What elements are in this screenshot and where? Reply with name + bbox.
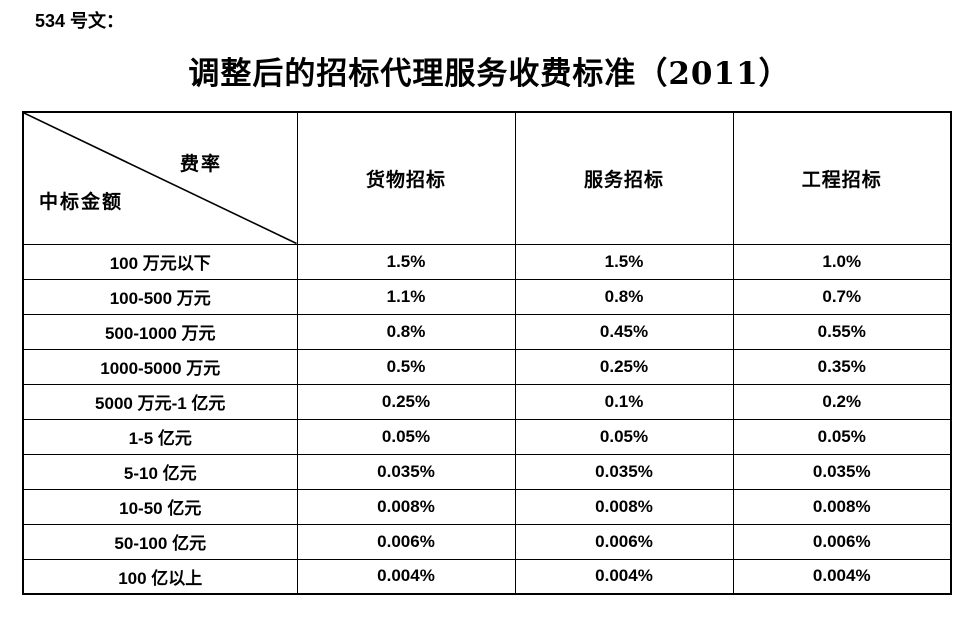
rate-cell: 0.004% [732, 558, 952, 595]
rate-cell: 0.35% [732, 348, 952, 385]
rate-cell: 0.5% [296, 348, 516, 385]
table-row: 100 万元以下 1.5% 1.5% 1.0% [22, 243, 952, 280]
rate-cell: 0.004% [296, 558, 516, 595]
rate-cell: 0.004% [514, 558, 734, 595]
rate-cell: 0.8% [296, 313, 516, 350]
doc-number: 534 号文： [35, 11, 125, 31]
rate-cell: 0.008% [514, 488, 734, 525]
rate-cell: 0.05% [514, 418, 734, 455]
table-row: 10-50 亿元 0.008% 0.008% 0.008% [22, 488, 952, 525]
row-label-amount-range: 1000-5000 万元 [22, 348, 298, 385]
rate-cell: 0.45% [514, 313, 734, 350]
column-header-goods: 货物招标 [296, 111, 516, 245]
row-label-amount-range: 100-500 万元 [22, 278, 298, 315]
rate-cell: 0.05% [732, 418, 952, 455]
row-label-amount-range: 500-1000 万元 [22, 313, 298, 350]
row-label-amount-range: 100 万元以下 [22, 243, 298, 280]
rate-cell: 0.008% [296, 488, 516, 525]
rate-cell: 0.25% [296, 383, 516, 420]
table-row: 1-5 亿元 0.05% 0.05% 0.05% [22, 418, 952, 455]
corner-label-amount: 中标金额 [39, 190, 124, 213]
rate-cell: 0.035% [732, 453, 952, 490]
column-header-engineering: 工程招标 [732, 111, 952, 245]
rate-cell: 1.5% [514, 243, 734, 280]
rate-cell: 0.006% [514, 523, 734, 560]
rate-cell: 0.006% [296, 523, 516, 560]
rate-cell: 0.2% [732, 383, 952, 420]
rate-cell: 0.25% [514, 348, 734, 385]
table-row: 50-100 亿元 0.006% 0.006% 0.006% [22, 523, 952, 560]
rate-cell: 0.035% [296, 453, 516, 490]
corner-cell: 费率 中标金额 [22, 111, 298, 245]
row-label-amount-range: 10-50 亿元 [22, 488, 298, 525]
table-row: 5000 万元-1 亿元 0.25% 0.1% 0.2% [22, 383, 952, 420]
table-row: 5-10 亿元 0.035% 0.035% 0.035% [22, 453, 952, 490]
rate-cell: 1.1% [296, 278, 516, 315]
fee-table-body: 100 万元以下 1.5% 1.5% 1.0% 100-500 万元 1.1% 0.8% 0.… [22, 243, 952, 595]
rate-cell: 0.008% [732, 488, 952, 525]
rate-cell: 0.006% [732, 523, 952, 560]
table-row: 1000-5000 万元 0.5% 0.25% 0.35% [22, 348, 952, 385]
rate-cell: 1.5% [296, 243, 516, 280]
rate-cell: 0.035% [514, 453, 734, 490]
fee-table: 费率 中标金额 货物招标 服务招标 工程招标 100 万元以下 1.5% 1.5% 1… [22, 111, 952, 595]
row-label-amount-range: 1-5 亿元 [22, 418, 298, 455]
row-label-amount-range: 5-10 亿元 [22, 453, 298, 490]
rate-cell: 0.1% [514, 383, 734, 420]
row-label-amount-range: 50-100 亿元 [22, 523, 298, 560]
rate-cell: 0.05% [296, 418, 516, 455]
table-row: 500-1000 万元 0.8% 0.45% 0.55% [22, 313, 952, 350]
row-label-amount-range: 100 亿以上 [22, 558, 298, 595]
row-label-amount-range: 5000 万元-1 亿元 [22, 383, 298, 420]
table-row: 100 亿以上 0.004% 0.004% 0.004% [22, 558, 952, 595]
rate-cell: 0.7% [732, 278, 952, 315]
diagonal-divider [24, 113, 297, 244]
header-row: 费率 中标金额 货物招标 服务招标 工程招标 [22, 111, 952, 245]
rate-cell: 0.55% [732, 313, 952, 350]
table-row: 100-500 万元 1.1% 0.8% 0.7% [22, 278, 952, 315]
rate-cell: 0.8% [514, 278, 734, 315]
corner-label-rate: 费率 [180, 153, 223, 175]
rate-cell: 1.0% [732, 243, 952, 280]
column-header-services: 服务招标 [514, 111, 734, 245]
page-title: 调整后的招标代理服务收费标准（2011） [188, 56, 791, 92]
